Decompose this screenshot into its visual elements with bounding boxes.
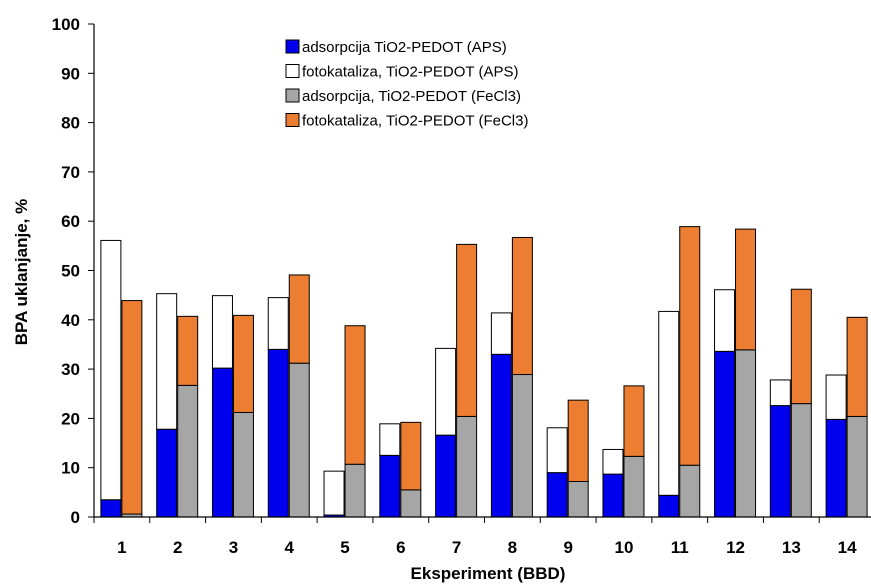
bar-1-2-cat-8 bbox=[490, 312, 512, 355]
x-tick-label: 1 bbox=[117, 538, 126, 557]
x-axis-title: Eksperiment (BBD) bbox=[411, 564, 566, 583]
legend-label: adsorpcija TiO2-PEDOT (APS) bbox=[302, 39, 507, 56]
bar-2-2-cat-10 bbox=[623, 385, 645, 457]
bar-1-2-cat-14 bbox=[825, 374, 847, 420]
x-tick-label: 10 bbox=[615, 538, 634, 557]
legend-swatch bbox=[285, 113, 300, 127]
x-tick-label: 14 bbox=[838, 538, 857, 557]
bar-1-2-cat-6 bbox=[379, 423, 401, 456]
bar-2-2-cat-3 bbox=[232, 314, 254, 413]
y-tick-label: 20 bbox=[61, 409, 80, 428]
bar-1-1-cat-8 bbox=[490, 353, 512, 518]
bar-2-2-cat-8 bbox=[511, 236, 533, 376]
bar-2-1-cat-6 bbox=[400, 489, 422, 518]
bar-1-1-cat-4 bbox=[267, 348, 289, 518]
bar-2-2-cat-6 bbox=[400, 421, 422, 491]
y-tick-label: 40 bbox=[61, 311, 80, 330]
bar-2-2-cat-5 bbox=[344, 325, 366, 465]
bar-1-1-cat-7 bbox=[435, 434, 457, 518]
bar-1-1-cat-1 bbox=[100, 499, 122, 518]
bar-1-2-cat-9 bbox=[546, 427, 568, 474]
bar-1-1-cat-11 bbox=[658, 494, 680, 518]
bar-2-1-cat-8 bbox=[511, 374, 533, 518]
y-tick-label: 90 bbox=[61, 64, 80, 83]
y-tick-label: 10 bbox=[61, 459, 80, 478]
bar-1-2-cat-4 bbox=[267, 297, 289, 350]
x-tick-label: 12 bbox=[726, 538, 745, 557]
bar-2-1-cat-13 bbox=[790, 403, 812, 518]
y-tick-label: 70 bbox=[61, 163, 80, 182]
legend-swatch bbox=[285, 39, 300, 54]
bar-2-1-cat-11 bbox=[679, 464, 701, 518]
legend-label: fotokataliza, TiO2-PEDOT (APS) bbox=[302, 64, 518, 81]
bar-2-2-cat-13 bbox=[790, 288, 812, 405]
bars-layer bbox=[100, 226, 868, 518]
legend-swatch bbox=[285, 64, 300, 78]
bar-2-2-cat-11 bbox=[679, 226, 701, 466]
legend-label: fotokataliza, TiO2-PEDOT (FeCl3) bbox=[302, 113, 528, 130]
x-tick-label: 9 bbox=[563, 538, 572, 557]
y-tick-label: 80 bbox=[61, 114, 80, 133]
bar-2-1-cat-9 bbox=[567, 481, 589, 518]
legend: adsorpcija TiO2-PEDOT (APS) fotokataliza,… bbox=[285, 39, 528, 130]
bar-2-2-cat-14 bbox=[846, 316, 868, 417]
x-tick-label: 11 bbox=[671, 538, 689, 557]
bar-2-2-cat-2 bbox=[177, 315, 199, 386]
y-axis-title: BPA uklanjanje, % bbox=[12, 199, 31, 345]
bar-1-2-cat-10 bbox=[602, 448, 624, 475]
bar-2-2-cat-7 bbox=[456, 243, 478, 417]
bar-2-2-cat-1 bbox=[121, 300, 143, 515]
x-tick-label: 8 bbox=[508, 538, 517, 557]
bar-1-1-cat-2 bbox=[156, 428, 178, 518]
y-tick-label: 100 bbox=[52, 15, 80, 34]
bar-2-1-cat-4 bbox=[288, 362, 310, 518]
x-tick-label: 2 bbox=[173, 538, 182, 557]
bar-1-2-cat-12 bbox=[714, 289, 736, 352]
bar-2-1-cat-10 bbox=[623, 455, 645, 518]
legend-swatch bbox=[285, 88, 300, 103]
bar-1-2-cat-1 bbox=[100, 239, 122, 501]
y-tick-label: 60 bbox=[61, 212, 80, 231]
bar-1-1-cat-6 bbox=[379, 454, 401, 518]
bar-1-1-cat-9 bbox=[546, 472, 568, 518]
x-tick-label: 7 bbox=[452, 538, 461, 557]
x-tick-label: 13 bbox=[782, 538, 801, 557]
bar-1-2-cat-11 bbox=[658, 310, 680, 496]
bar-2-2-cat-4 bbox=[288, 274, 310, 364]
bar-2-1-cat-3 bbox=[232, 411, 254, 518]
bar-1-1-cat-14 bbox=[825, 418, 847, 518]
x-tick-label: 6 bbox=[396, 538, 405, 557]
bar-2-1-cat-12 bbox=[735, 349, 757, 518]
bar-1-2-cat-3 bbox=[211, 295, 233, 369]
bar-2-1-cat-5 bbox=[344, 463, 366, 518]
y-tick-label: 0 bbox=[71, 508, 80, 527]
bar-2-1-cat-14 bbox=[846, 415, 868, 518]
x-tick-label: 5 bbox=[340, 538, 349, 557]
bar-2-1-cat-2 bbox=[177, 384, 199, 518]
bar-1-1-cat-12 bbox=[714, 350, 736, 518]
bar-1-2-cat-7 bbox=[435, 347, 457, 436]
bar-1-2-cat-13 bbox=[769, 379, 791, 407]
bar-2-1-cat-7 bbox=[456, 415, 478, 518]
bar-1-1-cat-3 bbox=[211, 367, 233, 518]
bar-1-2-cat-5 bbox=[323, 470, 345, 516]
bar-2-2-cat-12 bbox=[735, 228, 757, 351]
bar-1-2-cat-2 bbox=[156, 293, 178, 430]
y-tick-label: 50 bbox=[61, 262, 80, 281]
x-tick-label: 3 bbox=[229, 538, 238, 557]
bar-1-1-cat-13 bbox=[769, 405, 791, 518]
bar-2-2-cat-9 bbox=[567, 399, 589, 483]
y-tick-label: 30 bbox=[61, 360, 80, 379]
legend-label: adsorpcija, TiO2-PEDOT (FeCl3) bbox=[302, 88, 521, 105]
x-tick-label: 4 bbox=[285, 538, 295, 557]
bar-1-1-cat-10 bbox=[602, 473, 624, 518]
